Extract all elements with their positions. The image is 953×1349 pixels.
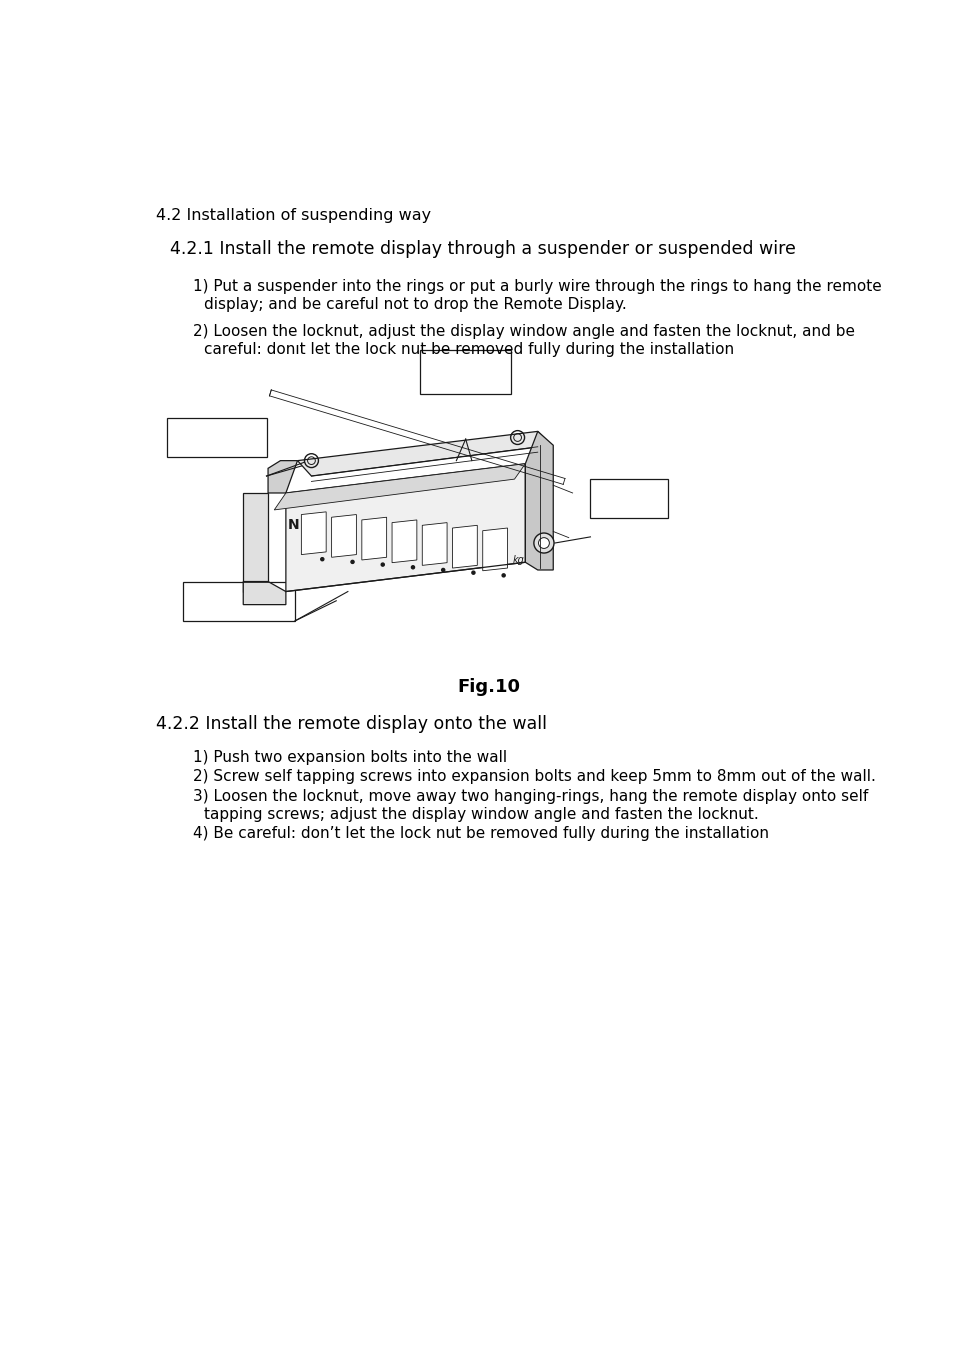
Circle shape xyxy=(472,571,475,575)
Circle shape xyxy=(441,568,444,572)
Text: Fig.10: Fig.10 xyxy=(456,677,520,696)
Text: 2) Loosen the locknut, adjust the display window angle and fasten the locknut, a: 2) Loosen the locknut, adjust the displa… xyxy=(193,324,854,339)
Polygon shape xyxy=(332,514,356,557)
Text: careful: donıt let the lock nut be removed fully during the installation: careful: donıt let the lock nut be remov… xyxy=(204,343,734,357)
Text: 1) Put a suspender into the rings or put a burly wire through the rings to hang : 1) Put a suspender into the rings or put… xyxy=(193,279,881,294)
Polygon shape xyxy=(482,527,507,571)
Polygon shape xyxy=(243,492,268,592)
Text: display; and be careful not to drop the Remote Display.: display; and be careful not to drop the … xyxy=(204,297,626,313)
Circle shape xyxy=(537,538,549,549)
Text: kg: kg xyxy=(513,554,524,565)
Bar xyxy=(183,583,294,621)
Polygon shape xyxy=(422,522,447,565)
Circle shape xyxy=(320,557,323,561)
Polygon shape xyxy=(525,432,553,571)
Text: 1) Push two expansion bolts into the wall: 1) Push two expansion bolts into the wal… xyxy=(193,750,506,765)
Circle shape xyxy=(351,560,354,564)
Text: 4) Be careful: don’t let the lock nut be removed fully during the installation: 4) Be careful: don’t let the lock nut be… xyxy=(193,827,768,842)
Text: tapping screws; adjust the display window angle and fasten the locknut.: tapping screws; adjust the display windo… xyxy=(204,807,759,822)
Bar xyxy=(590,479,667,518)
Text: 4.2.2 Install the remote display onto the wall: 4.2.2 Install the remote display onto th… xyxy=(155,715,546,733)
Text: 3) Loosen the locknut, move away two hanging-rings, hang the remote display onto: 3) Loosen the locknut, move away two han… xyxy=(193,789,867,804)
Polygon shape xyxy=(268,460,297,492)
Circle shape xyxy=(534,533,554,553)
Polygon shape xyxy=(361,517,386,560)
Polygon shape xyxy=(274,464,525,510)
Circle shape xyxy=(411,565,415,569)
Circle shape xyxy=(381,563,384,567)
Text: 2) Screw self tapping screws into expansion bolts and keep 5mm to 8mm out of the: 2) Screw self tapping screws into expans… xyxy=(193,769,875,784)
Polygon shape xyxy=(286,464,525,592)
Text: 4.2 Installation of suspending way: 4.2 Installation of suspending way xyxy=(155,208,431,223)
Text: N: N xyxy=(288,518,299,532)
Polygon shape xyxy=(243,581,286,604)
Polygon shape xyxy=(392,519,416,563)
Circle shape xyxy=(501,573,505,577)
Polygon shape xyxy=(301,511,326,554)
Bar xyxy=(167,418,266,457)
Polygon shape xyxy=(297,432,551,476)
Polygon shape xyxy=(452,525,476,568)
Text: 4.2.1 Install the remote display through a suspender or suspended wire: 4.2.1 Install the remote display through… xyxy=(170,240,795,259)
Bar xyxy=(419,349,511,394)
